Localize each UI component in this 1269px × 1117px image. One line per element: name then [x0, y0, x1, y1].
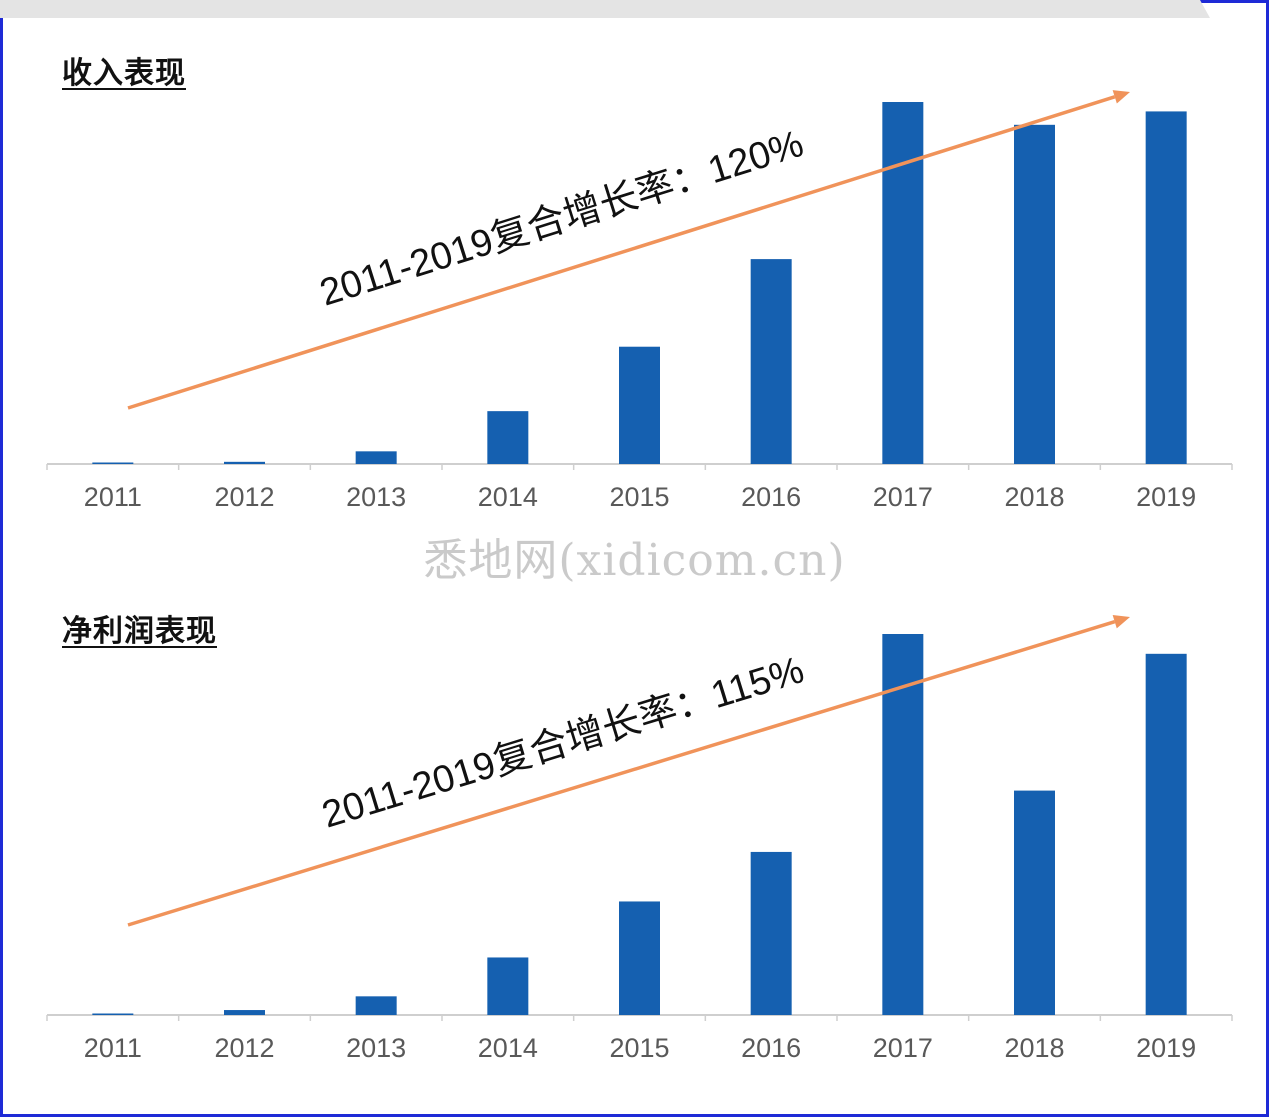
bar-2011: [92, 1013, 134, 1015]
x-tick-label: 2015: [609, 482, 669, 512]
bar-2014: [487, 957, 529, 1015]
x-tick-label: 2011: [84, 482, 142, 512]
bar-2019: [1145, 111, 1187, 465]
x-tick-label: 2018: [1004, 1033, 1064, 1063]
bar-2013: [355, 451, 397, 464]
bar-2019: [1145, 653, 1187, 1015]
bar-2011: [92, 462, 134, 464]
x-tick-label: 2016: [741, 482, 801, 512]
x-tick-label: 2018: [1004, 482, 1064, 512]
bar-2015: [619, 346, 660, 464]
bar-2017: [882, 634, 924, 1015]
cagr-annotation: 2011-2019复合增长率：115%: [317, 649, 808, 836]
net-profit-chart-title: 净利润表现: [62, 614, 217, 649]
top-strip: [0, 0, 1210, 18]
bar-2012: [224, 461, 265, 464]
x-tick-label: 2016: [741, 1033, 801, 1063]
x-tick-label: 2012: [214, 1033, 274, 1063]
bar-2016: [750, 259, 792, 464]
bar-2016: [750, 851, 792, 1015]
x-tick-label: 2014: [478, 1033, 538, 1063]
x-tick-label: 2017: [873, 1033, 933, 1063]
x-tick-label: 2013: [346, 1033, 406, 1063]
x-tick-label: 2019: [1136, 482, 1196, 512]
revenue-chart-title: 收入表现: [62, 56, 186, 91]
watermark: 悉地网(xidicom.cn): [423, 535, 846, 586]
x-tick-label: 2011: [84, 1033, 142, 1063]
bar-2014: [487, 411, 529, 464]
bar-2018: [1014, 124, 1055, 464]
x-tick-label: 2012: [214, 482, 274, 512]
bar-2013: [355, 996, 397, 1015]
bar-2018: [1014, 790, 1055, 1015]
x-tick-label: 2015: [609, 1033, 669, 1063]
x-tick-label: 2017: [873, 482, 933, 512]
growth-arrow-line: [127, 620, 1116, 927]
x-tick-label: 2019: [1136, 1033, 1196, 1063]
bar-2012: [224, 1010, 265, 1015]
x-tick-label: 2014: [478, 482, 538, 512]
bar-2015: [619, 901, 660, 1015]
growth-arrow-line: [127, 95, 1116, 410]
growth-arrow-head: [1112, 90, 1130, 104]
growth-arrow-head: [1112, 615, 1130, 629]
revenue-chart: 2011 2012 2013 2014 2015 2016 2017 2018 20192011…: [46, 90, 1233, 512]
x-tick-label: 2013: [346, 482, 406, 512]
